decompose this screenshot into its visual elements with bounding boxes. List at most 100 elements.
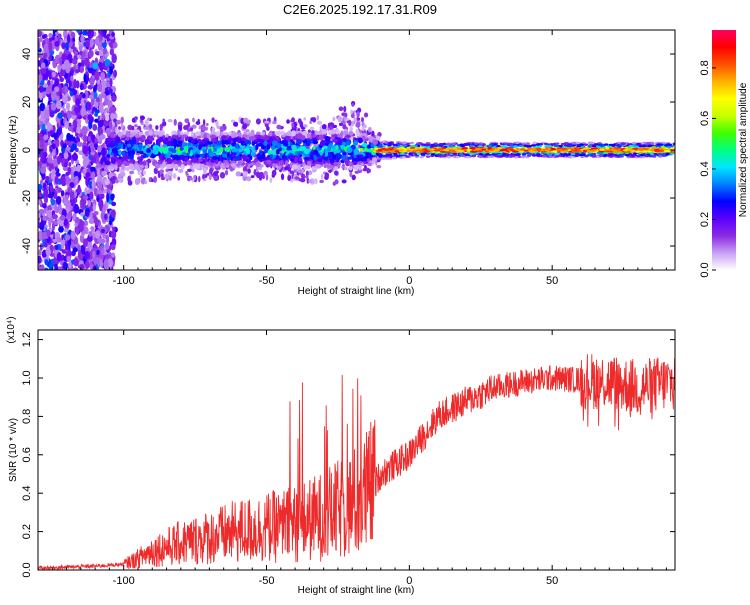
heatmap-cell bbox=[99, 259, 104, 268]
heatmap-cell bbox=[613, 154, 618, 157]
heatmap-cell bbox=[77, 249, 82, 259]
heatmap-cell bbox=[363, 112, 369, 118]
heatmap-cell bbox=[72, 89, 78, 96]
heatmap-cell bbox=[305, 170, 309, 177]
heatmap-cell bbox=[219, 126, 224, 133]
heatmap-cell bbox=[134, 164, 140, 170]
heatmap-cell bbox=[337, 115, 343, 123]
heatmap-cell bbox=[198, 175, 201, 183]
heatmap-cell bbox=[87, 67, 93, 74]
heatmap-cell bbox=[352, 160, 358, 166]
heatmap-cell bbox=[555, 155, 560, 158]
heatmap-cell bbox=[346, 147, 353, 154]
heatmap-cell bbox=[385, 157, 391, 160]
heatmap-cell bbox=[603, 153, 608, 157]
heatmap-cell bbox=[214, 170, 220, 174]
heatmap-cell bbox=[64, 85, 69, 94]
heatmap-cell bbox=[261, 153, 266, 159]
heatmap-cell bbox=[72, 247, 78, 253]
heatmap-cell bbox=[167, 170, 173, 176]
heatmap-cell bbox=[100, 71, 106, 81]
heatmap-cell bbox=[38, 191, 43, 199]
heatmap-cell bbox=[448, 144, 453, 148]
heatmap-cell bbox=[513, 143, 518, 146]
heatmap-cell bbox=[116, 136, 121, 143]
heatmap-cell bbox=[165, 168, 170, 173]
heatmap-cell bbox=[638, 144, 643, 148]
heatmap-cell bbox=[555, 142, 560, 145]
heatmap-cell bbox=[70, 75, 74, 83]
heatmap-cell bbox=[186, 159, 191, 166]
heatmap-cell bbox=[332, 138, 338, 143]
heatmap-cell bbox=[92, 265, 97, 270]
heatmap-cell bbox=[110, 209, 116, 218]
heatmap-cell bbox=[108, 165, 114, 170]
heatmap-cell bbox=[51, 143, 56, 150]
heatmap-cell bbox=[155, 125, 159, 130]
heatmap-cell bbox=[473, 144, 479, 147]
heatmap-cell bbox=[332, 116, 336, 122]
heatmap-cell bbox=[66, 53, 73, 62]
heatmap-cell bbox=[89, 217, 94, 224]
heatmap-cell bbox=[45, 246, 51, 257]
heatmap-cell bbox=[221, 153, 227, 158]
heatmap-cell bbox=[219, 164, 224, 169]
heatmap-cell bbox=[101, 80, 107, 89]
heatmap-cell bbox=[71, 143, 78, 151]
heatmap-cell bbox=[153, 167, 158, 175]
heatmap-cell bbox=[263, 170, 268, 176]
heatmap-cell bbox=[89, 38, 94, 48]
heatmap-cell bbox=[114, 113, 118, 119]
heatmap-cell bbox=[332, 124, 338, 129]
heatmap-cell bbox=[91, 171, 96, 181]
heatmap-cell bbox=[134, 178, 140, 185]
heatmap-cell bbox=[51, 71, 56, 78]
heatmap-cell bbox=[510, 154, 515, 158]
heatmap-cell bbox=[111, 32, 115, 38]
heatmap-cell bbox=[46, 122, 52, 132]
heatmap-cell bbox=[248, 136, 254, 142]
heatmap-cell bbox=[190, 131, 194, 137]
heatmap-cell bbox=[105, 254, 111, 259]
heatmap-cell bbox=[228, 153, 232, 159]
heatmap-cell bbox=[92, 62, 99, 70]
heatmap-cell bbox=[84, 57, 90, 67]
heatmap-cell bbox=[173, 164, 179, 170]
heatmap-cell bbox=[266, 159, 272, 164]
heatmap-cell bbox=[110, 194, 115, 201]
heatmap-cell bbox=[144, 164, 149, 170]
heatmap-cell bbox=[99, 238, 106, 244]
heatmap-cell bbox=[70, 68, 74, 76]
heatmap-cell bbox=[98, 198, 104, 209]
heatmap-cell bbox=[58, 226, 64, 233]
heatmap-cell bbox=[142, 160, 147, 167]
heatmap-cell bbox=[41, 231, 48, 237]
heatmap-cell bbox=[465, 153, 470, 157]
heatmap-cell bbox=[368, 135, 374, 143]
heatmap-cell bbox=[39, 102, 45, 112]
heatmap-cell bbox=[94, 230, 101, 239]
heatmap-cell bbox=[95, 37, 100, 46]
heatmap-cell bbox=[459, 152, 464, 156]
heatmap-cell bbox=[265, 174, 269, 181]
heatmap-cell bbox=[570, 155, 576, 159]
heatmap-cell bbox=[275, 135, 280, 140]
heatmap-cell bbox=[452, 152, 458, 156]
heatmap-cell bbox=[219, 132, 224, 137]
heatmap-cell bbox=[102, 41, 107, 49]
heatmap-cell bbox=[316, 115, 319, 121]
heatmap-cell bbox=[90, 226, 95, 231]
heatmap-cell bbox=[59, 77, 65, 83]
heatmap-cell bbox=[261, 174, 265, 179]
heatmap-cell bbox=[320, 173, 324, 180]
heatmap-cell bbox=[322, 145, 328, 150]
heatmap-cell bbox=[353, 148, 359, 156]
heatmap-cell bbox=[543, 142, 548, 145]
heatmap-cell bbox=[93, 91, 98, 99]
heatmap-cell bbox=[291, 117, 295, 123]
heatmap-cell bbox=[591, 144, 597, 148]
heatmap-cell bbox=[146, 148, 151, 154]
heatmap-cell bbox=[73, 50, 79, 56]
heatmap-cell bbox=[120, 116, 124, 124]
heatmap-cell bbox=[97, 119, 104, 128]
